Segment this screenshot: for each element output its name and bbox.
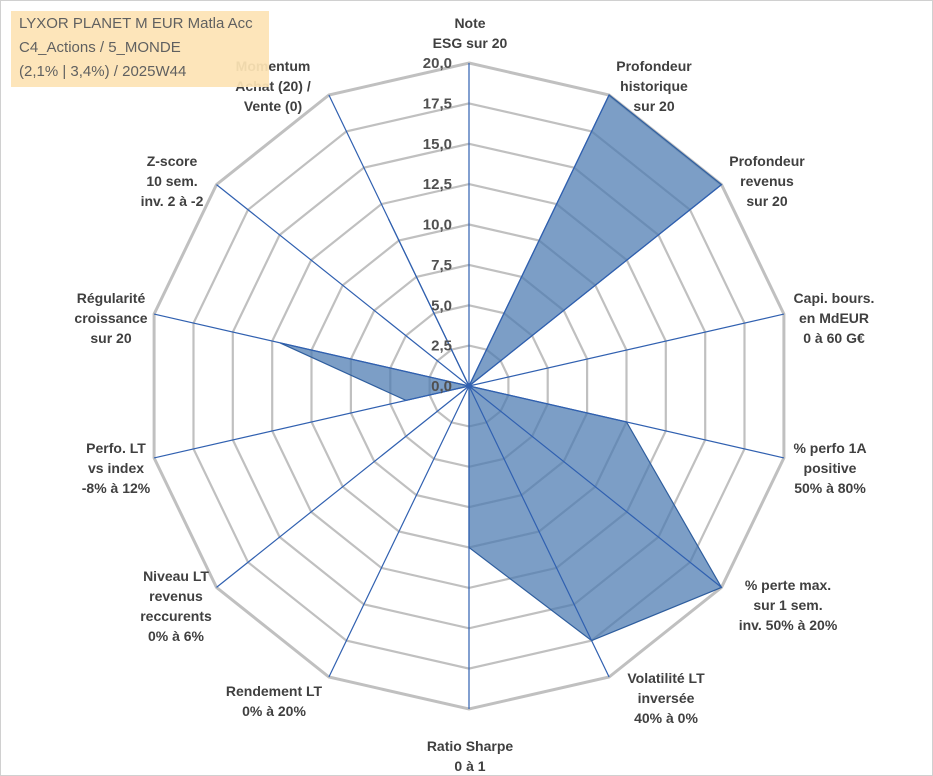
category-label-10: Perfo. LT vs index -8% à 12% [82, 440, 151, 496]
spoke-8 [328, 385, 470, 678]
category-label-3: Capi. bours. en MdEUR 0 à 60 G€ [794, 290, 875, 346]
category-label-2: Profondeur revenus sur 20 [729, 153, 805, 209]
category-label-7: Ratio Sharpe 0 à 1 [427, 738, 514, 774]
spoke-5 [468, 385, 722, 588]
tick-label: 5,0 [431, 297, 452, 314]
chart-title-line-3: (2,1% | 3,4%) / 2025W44 [19, 63, 187, 80]
spoke-3 [468, 313, 785, 387]
category-labels: Note ESG sur 20 Profondeur historique sur 20… [74, 15, 874, 774]
category-label-6: Volatilité LT inversée 40% à 0% [627, 670, 705, 726]
category-label-4: % perfo 1A positive 50% à 80% [793, 440, 866, 496]
spoke-1 [468, 94, 610, 387]
tick-label: 0,0 [431, 378, 452, 395]
series-area-0 [279, 94, 723, 642]
spoke-13 [328, 94, 470, 387]
chart-title-line-1: LYXOR PLANET M EUR Matla Acc [19, 15, 253, 32]
spoke-11 [153, 313, 470, 387]
tick-label: 17,5 [423, 95, 452, 112]
category-label-5: % perte max. sur 1 sem. inv. 50% à 20% [739, 577, 838, 633]
tick-label: 12,5 [423, 176, 452, 193]
spoke-9 [216, 385, 470, 588]
tick-label: 10,0 [423, 217, 452, 234]
radar-spokes [153, 63, 785, 709]
category-label-9: Niveau LT revenus reccurents 0% à 6% [140, 568, 212, 644]
tick-label: 2,5 [431, 338, 452, 355]
spoke-12 [216, 184, 470, 387]
spoke-2 [468, 184, 722, 387]
radar-series [279, 94, 723, 642]
spoke-4 [468, 385, 785, 459]
category-label-12: Z-score 10 sem. inv. 2 à -2 [141, 153, 204, 209]
tick-label: 20,0 [423, 55, 452, 72]
radial-tick-labels: 0,0 2,5 5,0 7,5 10,0 12,5 15,0 17,5 20,0 [423, 55, 452, 395]
tick-label: 15,0 [423, 136, 452, 153]
spoke-10 [153, 385, 470, 459]
category-label-0: Note ESG sur 20 [433, 15, 508, 51]
chart-title-box: LYXOR PLANET M EUR Matla Acc C4_Actions … [11, 11, 269, 87]
chart-title-line-2: C4_Actions / 5_MONDE [19, 39, 181, 56]
category-label-11: Régularité croissance sur 20 [74, 290, 147, 346]
category-label-1: Profondeur historique sur 20 [616, 58, 692, 114]
spoke-6 [468, 385, 610, 678]
tick-label: 7,5 [431, 257, 452, 274]
category-label-8: Rendement LT 0% à 20% [226, 683, 323, 719]
